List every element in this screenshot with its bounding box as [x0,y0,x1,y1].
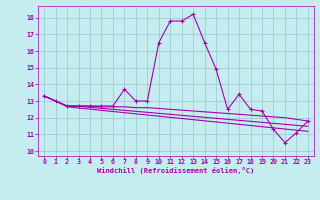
X-axis label: Windchill (Refroidissement éolien,°C): Windchill (Refroidissement éolien,°C) [97,167,255,174]
